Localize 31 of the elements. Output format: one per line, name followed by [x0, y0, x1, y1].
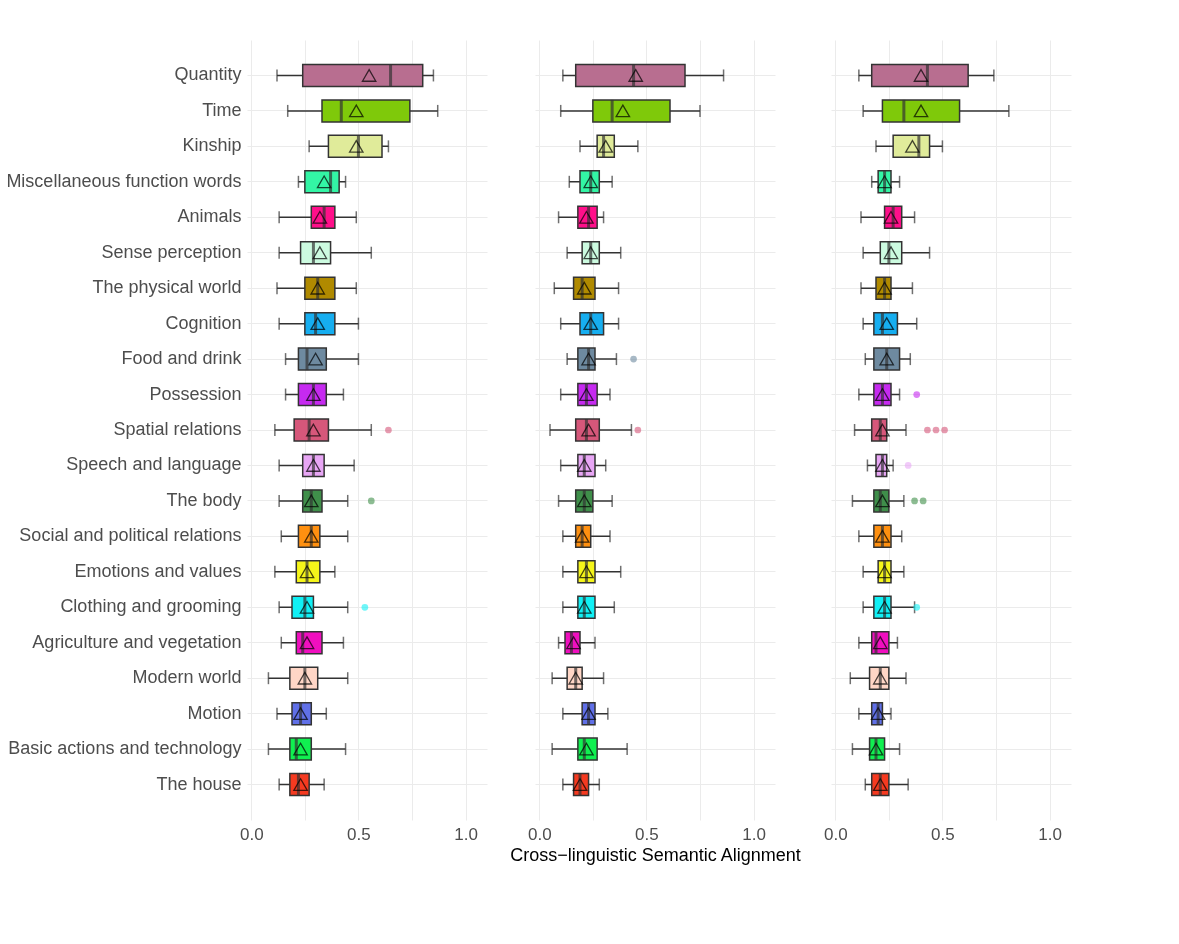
- y-tick-label: Clothing and grooming: [60, 596, 242, 617]
- x-tick-label: 0.0: [239, 824, 264, 844]
- y-tick-label: The body: [166, 489, 242, 510]
- y-tick-label: Basic actions and technology: [8, 738, 242, 759]
- y-tick-label: Spatial relations: [113, 419, 242, 439]
- y-tick-label: Sense perception: [101, 241, 242, 262]
- y-tick-label: Time: [202, 99, 242, 120]
- y-tick-label: Speech and language: [66, 454, 242, 475]
- x-tick-label: 0.5: [635, 824, 659, 844]
- y-tick-label: Agriculture and vegetation: [32, 631, 242, 652]
- x-tick-label: 1.0: [454, 824, 478, 844]
- y-tick-label: Possession: [149, 383, 242, 404]
- x-tick-label: 1.0: [1038, 824, 1062, 844]
- y-tick-label: Miscellaneous function words: [6, 170, 242, 191]
- y-tick-label: The physical world: [92, 277, 242, 298]
- y-tick-label: Cognition: [165, 312, 242, 333]
- y-tick-label: Kinship: [182, 135, 242, 156]
- y-tick-label: Motion: [187, 702, 242, 723]
- x-tick-label: 0.5: [931, 824, 955, 844]
- y-tick-label: Emotions and values: [74, 560, 242, 581]
- y-tick-label: Modern world: [132, 667, 242, 688]
- x-tick-label: 0.5: [347, 824, 371, 844]
- y-tick-label: Quantity: [174, 64, 242, 85]
- y-tick-label: The house: [156, 773, 242, 794]
- y-tick-label: Food and drink: [121, 348, 243, 369]
- x-tick-label: 0.0: [823, 824, 848, 844]
- y-tick-label: Social and political relations: [19, 525, 242, 546]
- x-tick-label: 1.0: [742, 824, 766, 844]
- x-tick-label: 0.0: [527, 824, 552, 844]
- x-axis-title: Cross−linguistic Semantic Alignment: [510, 844, 801, 865]
- y-tick-label: Animals: [177, 206, 242, 227]
